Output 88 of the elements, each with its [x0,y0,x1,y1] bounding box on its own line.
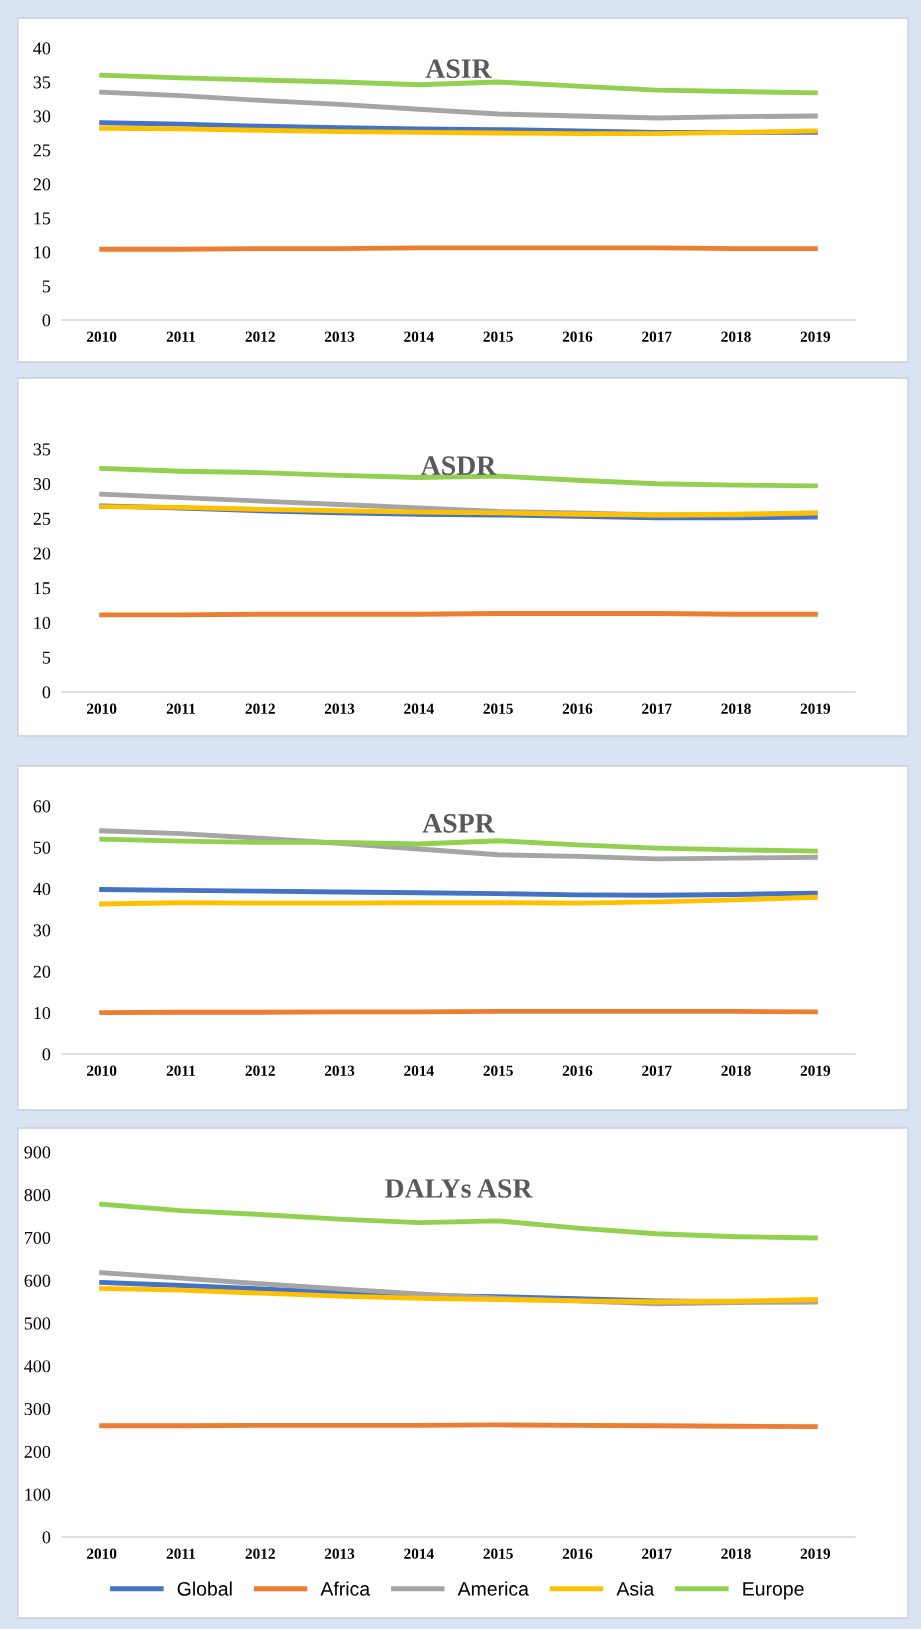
y-tick-label: 0 [42,686,51,699]
y-tick-label: 35 [33,76,51,89]
legend-label: Global [177,1581,232,1596]
chart-title: ASDR [420,456,497,475]
line-series [99,1201,818,1241]
x-tick-label: 2017 [642,1548,672,1559]
x-tick-label: 2019 [800,331,831,342]
x-tick-label: 2016 [562,1065,593,1076]
y-tick-label: 300 [24,1402,51,1416]
text: DALYs ASR [385,1179,533,1198]
y-tick-label: 20 [33,965,51,978]
x-tick-label: 2015 [483,703,513,714]
x-tick-label: 2014 [404,703,434,714]
x-tick-label: 2010 [87,703,117,714]
x-tick-label: 2016 [562,331,593,342]
legend-label: America [457,1581,529,1596]
x-tick-label: 2015 [483,1548,513,1559]
x-tick-label: 2015 [483,331,513,342]
x-tick-label: 2013 [324,1548,355,1559]
x-tick-label: 2011 [166,331,196,342]
legend-label: Europe [743,1582,804,1600]
x-tick-label: 2017 [642,1065,672,1076]
x-tick-label: 2014 [404,1548,434,1559]
y-tick-label: 10 [34,1006,51,1020]
y-tick-label: 10 [34,246,51,259]
x-tick-label: 2014 [404,1065,434,1076]
x-tick-label: 2015 [483,1065,513,1076]
y-tick-label: 0 [42,1048,51,1061]
x-tick-label: 2010 [87,331,117,342]
x-tick-label: 2019 [800,703,831,714]
y-tick-label: 15 [34,582,51,595]
y-tick-label: 800 [24,1189,51,1202]
y-tick-label: 40 [33,42,51,55]
x-tick-label: 2017 [642,703,672,714]
y-tick-label: 30 [33,477,51,491]
x-tick-label: 2012 [245,1548,275,1559]
x-tick-label: 2017 [642,331,672,342]
y-tick-label: 5 [42,280,51,293]
y-tick-label: 0 [42,1531,51,1544]
x-tick-label: 2011 [166,1548,196,1559]
y-tick-label: 40 [33,882,51,896]
x-tick-label: 2013 [324,331,355,342]
x-tick-label: 2019 [800,1065,831,1076]
x-tick-label: 2016 [562,1548,593,1559]
x-tick-label: 2013 [324,703,355,714]
y-tick-label: 5 [42,651,51,664]
y-tick-label: 600 [24,1274,51,1287]
x-tick-label: 2018 [721,703,751,714]
y-tick-label: 200 [24,1445,51,1458]
legend-label: Africa [320,1581,371,1596]
y-tick-label: 25 [33,144,51,157]
y-tick-label: 60 [33,800,51,813]
x-tick-label: 2012 [245,1065,275,1076]
y-tick-label: 900 [24,1146,51,1159]
y-tick-label: 25 [33,512,51,525]
y-tick-label: 100 [25,1488,51,1501]
line-series [99,1286,818,1305]
x-tick-label: 2010 [87,1065,117,1076]
x-tick-label: 2018 [721,1065,751,1076]
x-tick-label: 2018 [721,1548,751,1559]
x-tick-label: 2012 [245,331,275,342]
x-tick-label: 2018 [721,331,751,342]
y-tick-label: 500 [24,1317,51,1330]
y-tick-label: 400 [24,1360,51,1373]
x-tick-label: 2016 [562,703,593,714]
x-tick-label: 2013 [324,1065,355,1076]
x-tick-label: 2019 [800,1548,831,1559]
line-series [99,836,818,854]
line-series [99,89,818,121]
y-tick-label: 10 [34,616,51,630]
x-tick-label: 2011 [166,1065,196,1076]
line-series [99,894,818,907]
y-tick-label: 35 [33,443,51,456]
y-tick-label: 30 [33,110,51,123]
chart-title: ASIR [425,59,492,79]
y-tick-label: 20 [33,547,51,560]
y-tick-label: 15 [34,212,51,225]
x-tick-label: 2014 [404,331,434,342]
y-tick-label: 700 [25,1231,51,1244]
chart-title: ASPR [422,813,496,833]
y-tick-label: 0 [42,314,51,327]
y-tick-label: 30 [33,924,51,937]
y-tick-label: 20 [33,178,51,191]
x-tick-label: 2010 [87,1548,117,1559]
x-tick-label: 2011 [166,703,196,714]
x-tick-label: 2012 [245,703,275,714]
legend-label: Asia [616,1581,655,1596]
y-tick-label: 50 [33,841,51,854]
